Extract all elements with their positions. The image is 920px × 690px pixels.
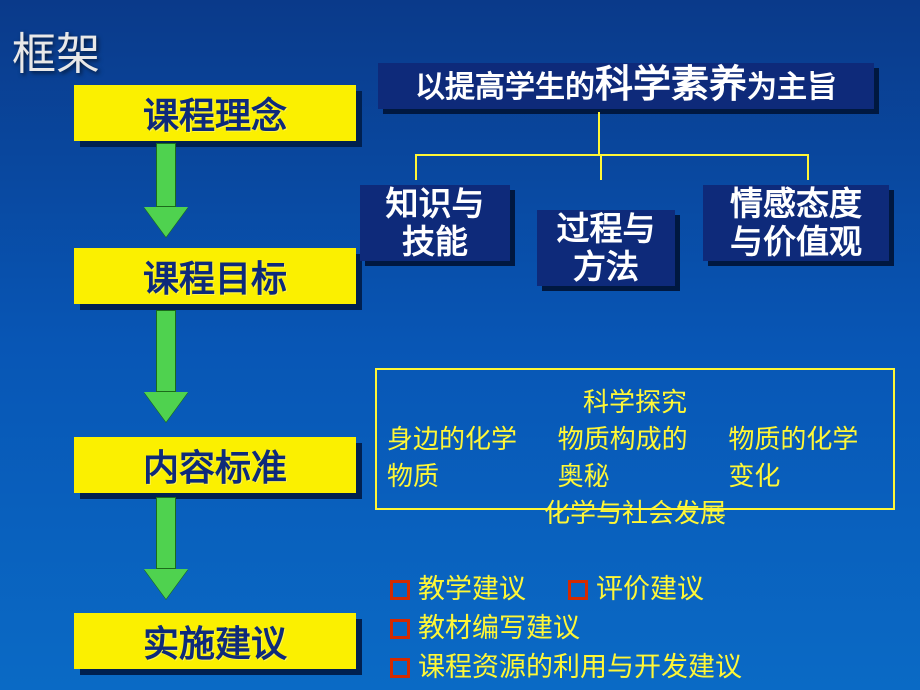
- top-blue-pre: 以提高学生的: [415, 71, 595, 104]
- blue-top: 以提高学生的科学素养为主旨: [378, 63, 874, 109]
- content-l2-b: 物质构成的奥秘: [558, 419, 713, 493]
- goal-1: 知识与技能: [360, 185, 510, 261]
- goal-2-label: 过程与方法: [557, 210, 656, 286]
- bullet-icon: [390, 619, 410, 639]
- impl-list: 教学建议 评价建议 教材编写建议 课程资源的利用与开发建议: [390, 570, 742, 687]
- top-blue-emph: 科学素养: [595, 64, 747, 106]
- arrow-1-stem: [156, 143, 176, 207]
- bullet-icon: [568, 580, 588, 600]
- arrow-3-stem: [156, 497, 176, 569]
- impl-2: 教材编写建议: [418, 609, 580, 648]
- content-line1: 科学探究: [583, 382, 687, 419]
- content-line3: 化学与社会发展: [544, 493, 726, 530]
- content-l2-c: 物质的化学变化: [728, 419, 883, 493]
- bracket-drop-1: [415, 154, 417, 180]
- arrow-2-stem: [156, 310, 176, 392]
- arrow-1-head: [144, 207, 188, 237]
- goal-3-label: 情感态度与价值观: [730, 185, 862, 261]
- box-impl: 实施建议: [74, 613, 356, 669]
- bracket-drop-2: [600, 154, 602, 180]
- content-l2-a: 身边的化学物质: [387, 419, 542, 493]
- bullet-icon: [390, 580, 410, 600]
- goal-3: 情感态度与价值观: [703, 185, 889, 261]
- impl-1a: 教学建议: [418, 570, 526, 609]
- content-line2: 身边的化学物质 物质构成的奥秘 物质的化学变化: [387, 419, 883, 493]
- bracket-main-v: [598, 112, 600, 154]
- goal-1-label: 知识与技能: [386, 185, 485, 261]
- page-title: 框架: [12, 18, 100, 82]
- bullet-icon: [390, 658, 410, 678]
- box-concept: 课程理念: [74, 85, 356, 141]
- box-goal: 课程目标: [74, 248, 356, 304]
- arrow-3-head: [144, 569, 188, 599]
- top-blue-post: 为主旨: [747, 71, 837, 104]
- bracket-drop-3: [807, 154, 809, 180]
- impl-3: 课程资源的利用与开发建议: [418, 648, 742, 687]
- bracket-horiz: [415, 154, 807, 156]
- content-outline: 科学探究 身边的化学物质 物质构成的奥秘 物质的化学变化 化学与社会发展: [375, 368, 895, 510]
- box-content: 内容标准: [74, 437, 356, 493]
- impl-1b: 评价建议: [596, 570, 704, 609]
- goal-2: 过程与方法: [537, 210, 675, 286]
- arrow-2-head: [144, 392, 188, 422]
